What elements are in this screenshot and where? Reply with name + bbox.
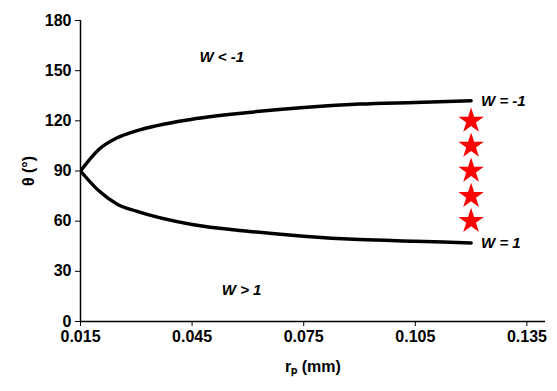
svg-text:0.135: 0.135: [507, 328, 547, 345]
svg-text:W = 1: W = 1: [481, 234, 521, 251]
svg-text:rₚ (mm): rₚ (mm): [285, 358, 341, 377]
svg-text:0.105: 0.105: [395, 328, 435, 345]
svg-text:θ (°): θ (°): [20, 156, 37, 186]
svg-text:120: 120: [45, 112, 72, 129]
svg-text:W < -1: W < -1: [200, 48, 245, 65]
svg-text:W = -1: W = -1: [481, 92, 526, 109]
svg-text:180: 180: [45, 12, 72, 29]
svg-text:0.075: 0.075: [284, 328, 324, 345]
svg-text:0.015: 0.015: [60, 328, 100, 345]
svg-text:90: 90: [54, 162, 72, 179]
svg-text:0: 0: [62, 312, 72, 330]
svg-text:0.045: 0.045: [172, 328, 212, 345]
svg-text:150: 150: [45, 62, 72, 79]
svg-text:60: 60: [54, 212, 72, 229]
svg-text:W > 1: W > 1: [222, 281, 262, 298]
svg-text:30: 30: [54, 262, 72, 279]
